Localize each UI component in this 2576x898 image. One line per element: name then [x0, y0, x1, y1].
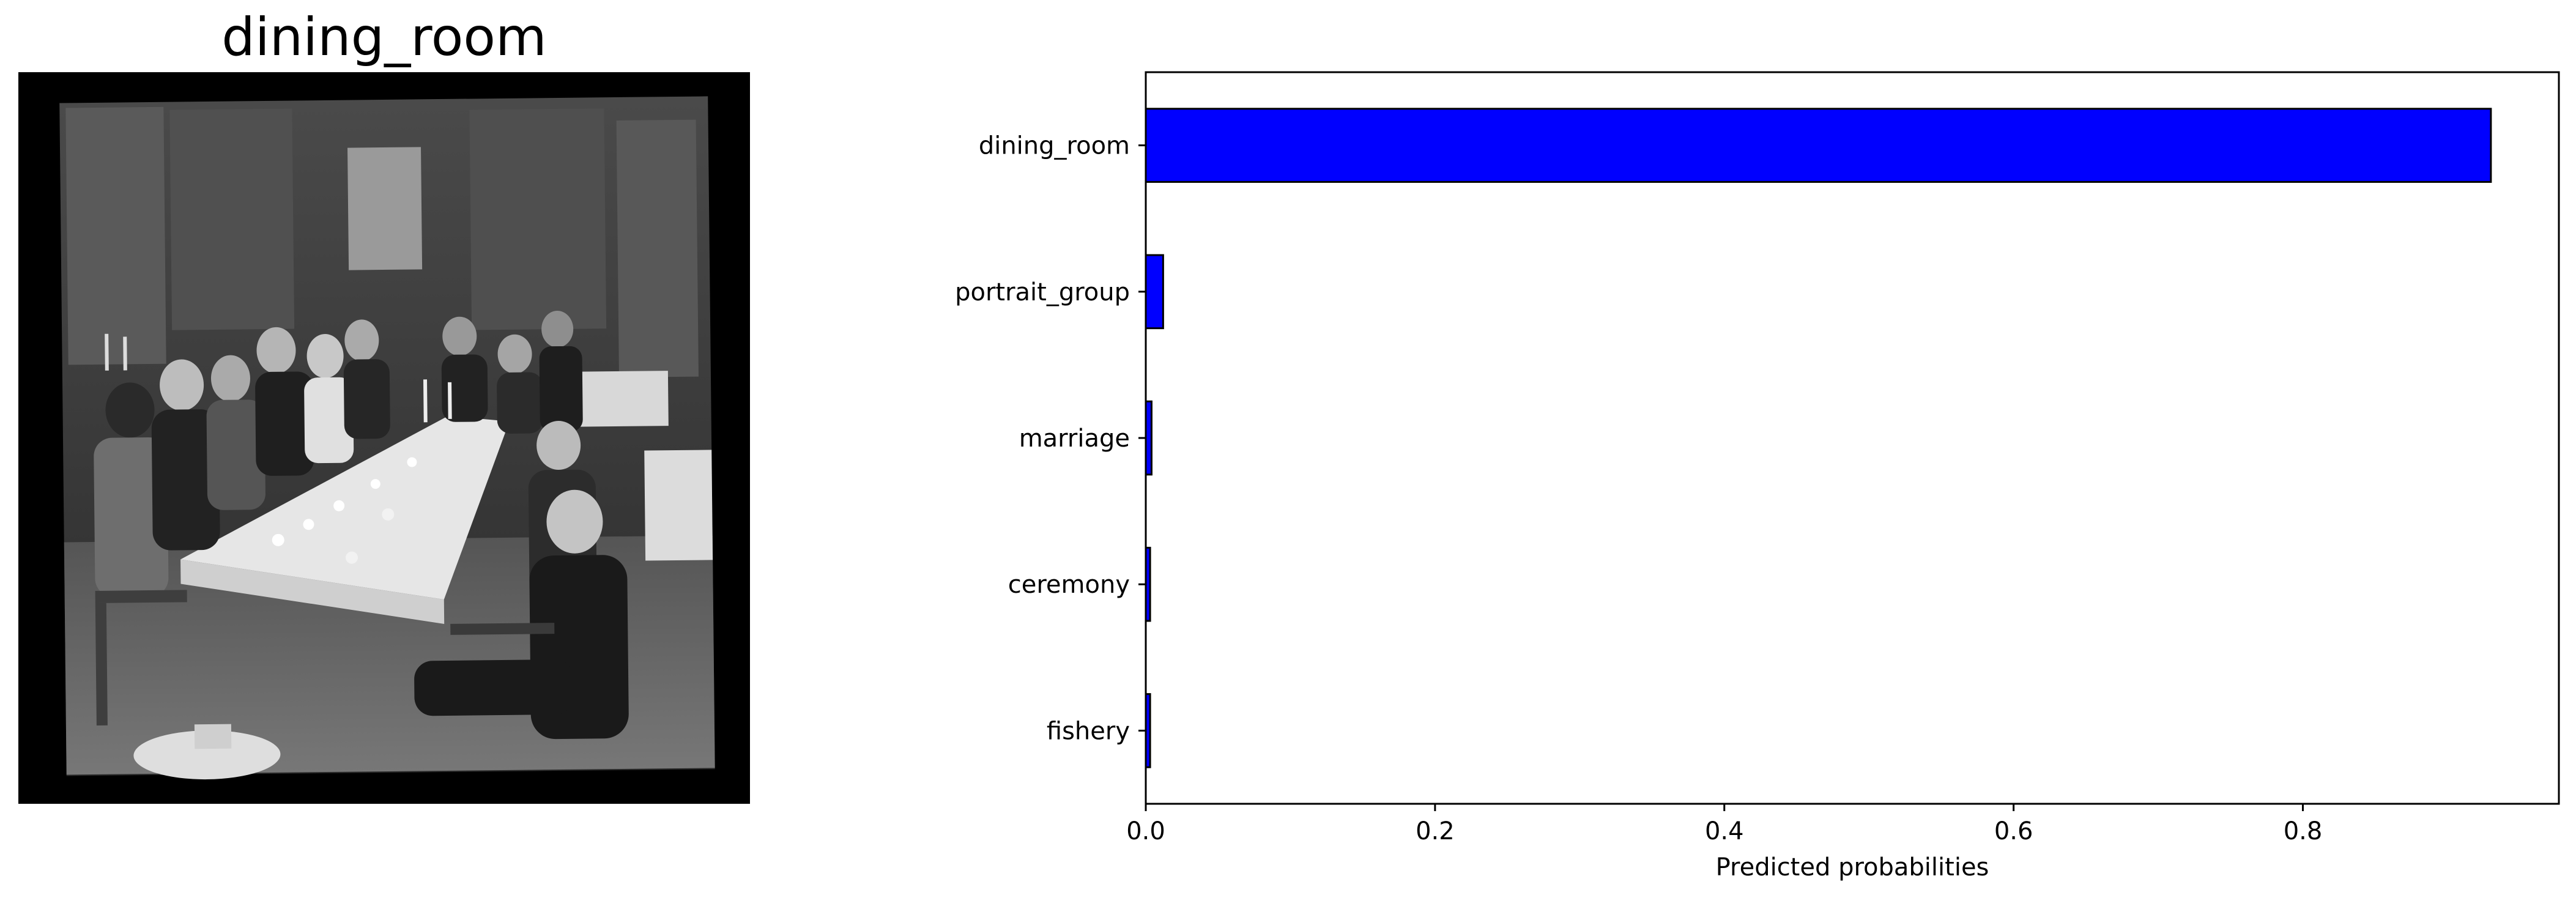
- x-axis-label: Predicted probabilities: [1716, 853, 1989, 881]
- bar-portrait-group: [1145, 254, 1164, 330]
- bars-layer: [1145, 108, 2492, 768]
- x-tick-label: 0.6: [1994, 817, 2033, 845]
- y-tick-label: ceremony: [1008, 571, 1130, 599]
- y-tick-label: portrait_group: [955, 278, 1130, 306]
- bar-dining-room: [1145, 108, 2492, 183]
- x-tick-label: 0.4: [1705, 817, 1744, 845]
- x-tick-label: 0.2: [1416, 817, 1455, 845]
- x-axis: 0.0 0.2 0.4 0.6 0.8: [1126, 804, 2322, 845]
- y-axis: dining_room portrait_group marriage ceremon…: [955, 132, 1146, 745]
- y-tick-label: fishery: [1047, 717, 1130, 745]
- y-tick-label: dining_room: [979, 132, 1130, 160]
- photo-illustration: [20, 74, 748, 802]
- x-tick-label: 0.8: [2284, 817, 2323, 845]
- dining-room-photo: [18, 72, 750, 804]
- y-tick-label: marriage: [1019, 425, 1130, 453]
- x-tick-label: 0.0: [1126, 817, 1165, 845]
- image-title: dining_room: [221, 7, 547, 68]
